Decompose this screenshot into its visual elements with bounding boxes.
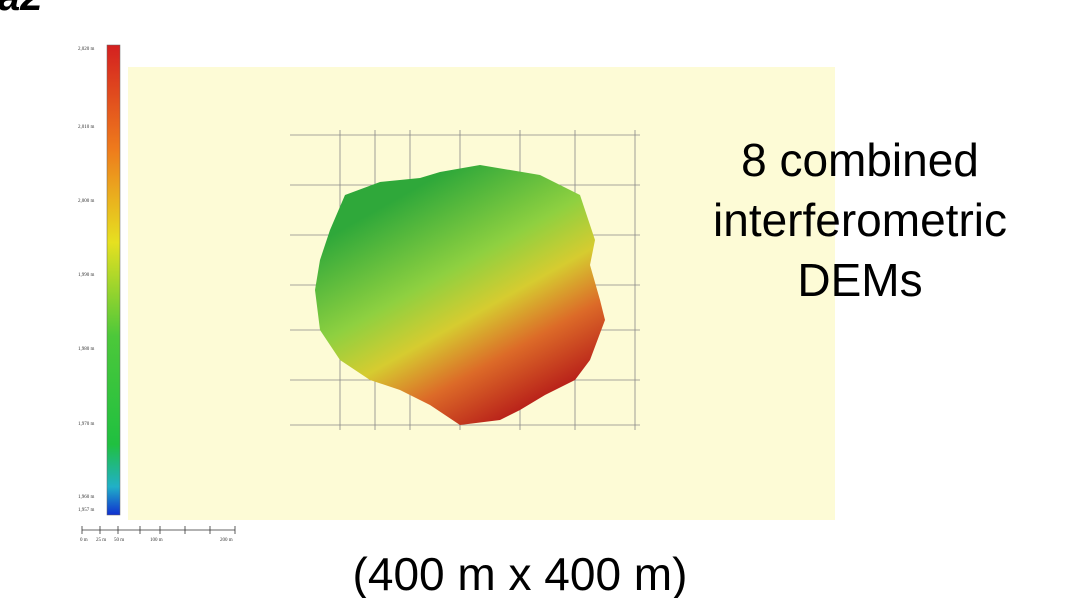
colorbar-label: 2,010 m — [78, 125, 95, 130]
description-line: interferometric — [713, 194, 1007, 246]
scale-label: 100 m — [150, 538, 163, 543]
description-line: DEMs — [797, 254, 922, 306]
colorbar-label: 1,960 m — [78, 495, 95, 500]
scale-label: 25 m — [96, 538, 106, 543]
extent-caption: (400 m x 400 m) — [353, 548, 688, 598]
colorbar-label: 1,970 m — [78, 422, 95, 427]
scale-label: 0 m — [80, 538, 88, 543]
colorbar — [107, 45, 120, 515]
colorbar-label: 2,020 m — [78, 47, 95, 52]
slide-label: a2 — [0, 0, 43, 19]
colorbar-labels: 2,020 m 2,010 m 2,000 m 1,990 m 1,980 m … — [78, 47, 95, 513]
colorbar-label: 1,957 m — [78, 508, 95, 513]
scale-bar — [82, 526, 235, 534]
colorbar-label: 2,000 m — [78, 199, 95, 204]
colorbar-label: 1,980 m — [78, 347, 95, 352]
page: a2 2,020 m 2,010 m 2,000 m 1,990 m 1,980… — [0, 0, 1081, 598]
scale-label: 200 m — [220, 538, 233, 543]
slide: a2 2,020 m 2,010 m 2,000 m 1,990 m 1,980… — [0, 0, 1081, 598]
scale-label: 50 m — [114, 538, 124, 543]
colorbar-label: 1,990 m — [78, 273, 95, 278]
description-line: 8 combined — [741, 134, 979, 186]
